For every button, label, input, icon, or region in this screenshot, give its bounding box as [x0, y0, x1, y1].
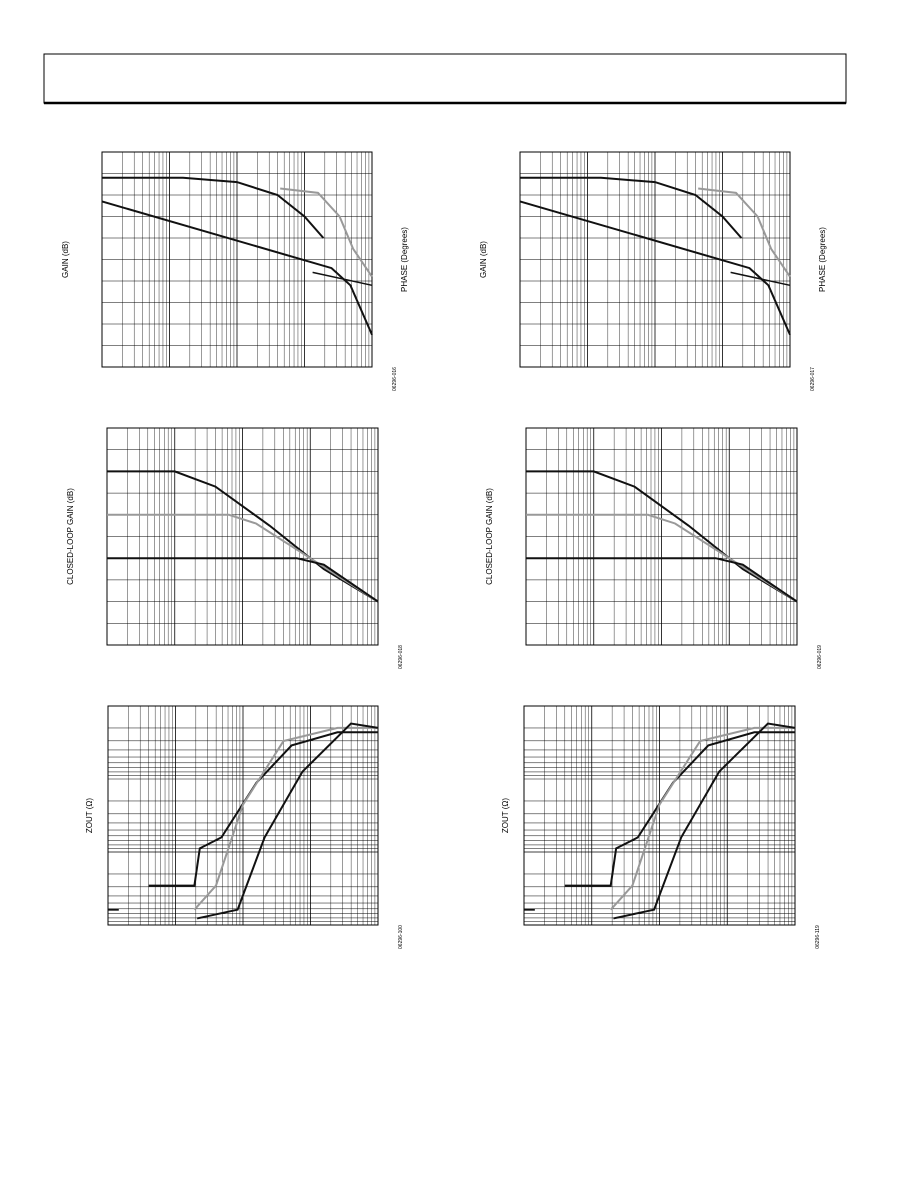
- curve: [526, 513, 798, 603]
- curve: [526, 470, 798, 603]
- curve: [730, 271, 791, 287]
- curve: [520, 176, 743, 239]
- axis-label: PHASE (Degrees): [400, 227, 409, 292]
- curve: [613, 722, 796, 920]
- axis-label: ZOUT (Ω): [501, 798, 510, 833]
- curve: [312, 271, 373, 287]
- figure-id: 06296-018: [398, 645, 404, 669]
- curve: [107, 513, 379, 603]
- curve: [564, 731, 795, 887]
- curve: [107, 557, 379, 603]
- header-box: [43, 53, 847, 104]
- curve: [526, 557, 798, 603]
- figure-id: 06296-100: [398, 925, 404, 949]
- curve: [148, 731, 378, 887]
- axis-label: PHASE (Degrees): [818, 227, 827, 292]
- curve: [101, 200, 373, 336]
- curve: [609, 726, 795, 911]
- axis-label: CLOSED-LOOP GAIN (dB): [66, 488, 75, 585]
- axis-label: GAIN (dB): [479, 241, 488, 278]
- curve: [519, 200, 791, 336]
- axis-label: CLOSED-LOOP GAIN (dB): [485, 488, 494, 585]
- figure-id: 06296-019: [817, 645, 823, 669]
- curve: [102, 176, 325, 239]
- figure-id: 06296-017: [810, 367, 816, 391]
- figure-id: 06296-016: [392, 367, 398, 391]
- axis-label: GAIN (dB): [61, 241, 70, 278]
- curve: [107, 470, 379, 603]
- curve: [193, 726, 378, 911]
- axis-label: ZOUT (Ω): [85, 798, 94, 833]
- curve: [196, 722, 379, 920]
- curve: [280, 187, 373, 278]
- figure-id: 06296-119: [815, 925, 821, 949]
- curve: [698, 187, 791, 278]
